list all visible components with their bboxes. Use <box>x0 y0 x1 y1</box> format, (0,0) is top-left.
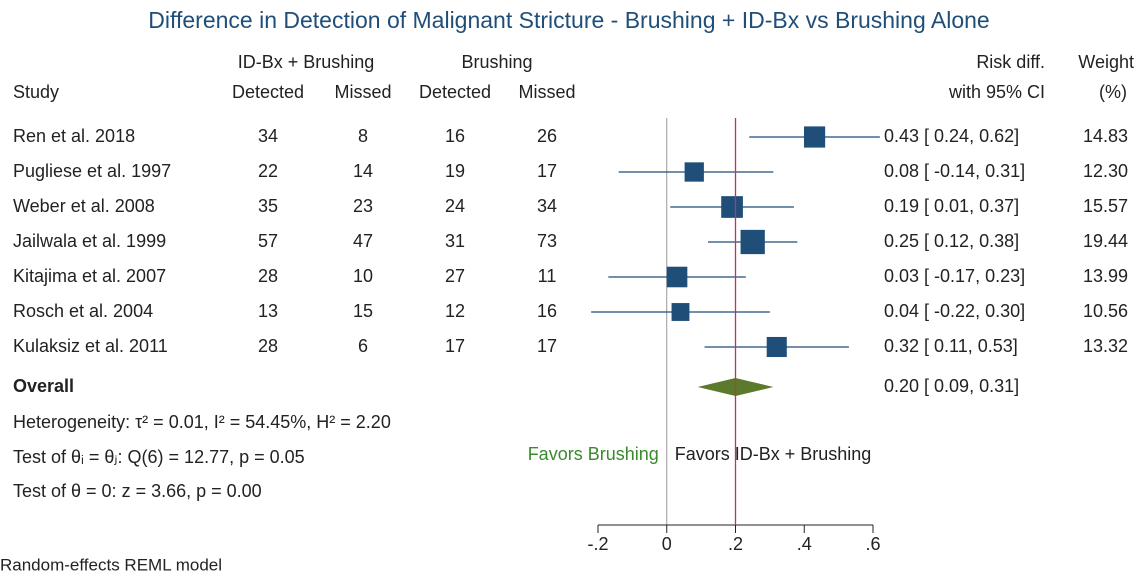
ci-label: 0.04 [ -0.22, 0.30] <box>884 301 1025 321</box>
count: 13 <box>258 301 278 321</box>
column-header: Study <box>13 82 59 102</box>
x-tick-label: .6 <box>865 534 880 554</box>
count: 16 <box>537 301 557 321</box>
effect-marker <box>671 303 690 321</box>
ci-label: 0.43 [ 0.24, 0.62] <box>884 126 1019 146</box>
column-header: (%) <box>1099 82 1127 102</box>
count: 35 <box>258 196 278 216</box>
column-header: Weight <box>1078 52 1134 72</box>
ci-label: 0.03 [ -0.17, 0.23] <box>884 266 1025 286</box>
count: 11 <box>538 266 557 286</box>
count: 14 <box>353 161 373 181</box>
count: 17 <box>445 336 465 356</box>
count: 73 <box>537 231 557 251</box>
effect-marker <box>721 196 743 218</box>
footnote: Random-effects REML model <box>0 555 222 574</box>
effect-marker <box>803 126 826 148</box>
x-tick-label: .4 <box>797 534 812 554</box>
count: 6 <box>358 336 368 356</box>
study-name: Rosch et al. 2004 <box>13 301 153 321</box>
effect-marker <box>666 266 688 288</box>
study-name: Ren et al. 2018 <box>13 126 135 146</box>
weight-label: 15.57 <box>1083 196 1128 216</box>
x-tick-label: 0 <box>662 534 672 554</box>
favors-left: Favors Brushing <box>528 444 659 464</box>
count: 31 <box>445 231 465 251</box>
count: 17 <box>537 161 557 181</box>
count: 28 <box>258 336 278 356</box>
count: 10 <box>353 266 373 286</box>
ci-label: 0.08 [ -0.14, 0.31] <box>884 161 1025 181</box>
count: 57 <box>258 231 278 251</box>
weight-label: 19.44 <box>1083 231 1128 251</box>
count: 34 <box>258 126 278 146</box>
column-header: Detected <box>419 82 491 102</box>
count: 27 <box>445 266 465 286</box>
count: 23 <box>353 196 373 216</box>
column-header: Missed <box>518 82 575 102</box>
overall-label: Overall <box>13 376 74 396</box>
x-tick-label: -.2 <box>587 534 608 554</box>
count: 19 <box>445 161 465 181</box>
group-header: ID-Bx + Brushing <box>238 52 375 72</box>
column-header: Detected <box>232 82 304 102</box>
chart-title: Difference in Detection of Malignant Str… <box>148 7 989 33</box>
weight-label: 10.56 <box>1083 301 1128 321</box>
test-homogeneity: Test of θᵢ = θⱼ: Q(6) = 12.77, p = 0.05 <box>13 447 305 467</box>
ci-label: 0.19 [ 0.01, 0.37] <box>884 196 1019 216</box>
ci-label: 0.32 [ 0.11, 0.53] <box>884 336 1018 356</box>
overall-ci-label: 0.20 [ 0.09, 0.31] <box>884 376 1019 396</box>
count: 28 <box>258 266 278 286</box>
test-effect: Test of θ = 0: z = 3.66, p = 0.00 <box>13 481 262 501</box>
study-name: Jailwala et al. 1999 <box>13 231 166 251</box>
count: 24 <box>445 196 465 216</box>
study-name: Pugliese et al. 1997 <box>13 161 171 181</box>
effect-marker <box>766 336 787 358</box>
heterogeneity: Heterogeneity: τ² = 0.01, I² = 54.45%, H… <box>13 412 391 432</box>
x-tick-label: .2 <box>728 534 743 554</box>
column-header: with 95% CI <box>948 82 1045 102</box>
count: 15 <box>353 301 373 321</box>
ci-label: 0.25 [ 0.12, 0.38] <box>884 231 1019 251</box>
count: 17 <box>537 336 557 356</box>
favors-right: Favors ID-Bx + Brushing <box>675 444 872 464</box>
weight-label: 12.30 <box>1083 161 1128 181</box>
study-name: Weber et al. 2008 <box>13 196 155 216</box>
column-header: Risk diff. <box>976 52 1045 72</box>
count: 8 <box>358 126 368 146</box>
effect-marker <box>740 229 765 255</box>
study-name: Kulaksiz et al. 2011 <box>13 336 168 356</box>
count: 26 <box>537 126 557 146</box>
count: 16 <box>445 126 465 146</box>
group-header: Brushing <box>461 52 532 72</box>
study-name: Kitajima et al. 2007 <box>13 266 166 286</box>
weight-label: 13.32 <box>1083 336 1128 356</box>
count: 47 <box>353 231 373 251</box>
count: 34 <box>537 196 557 216</box>
weight-label: 14.83 <box>1083 126 1128 146</box>
count: 12 <box>445 301 465 321</box>
weight-label: 13.99 <box>1083 266 1128 286</box>
column-header: Missed <box>334 82 391 102</box>
count: 22 <box>258 161 278 181</box>
effect-marker <box>684 162 704 182</box>
